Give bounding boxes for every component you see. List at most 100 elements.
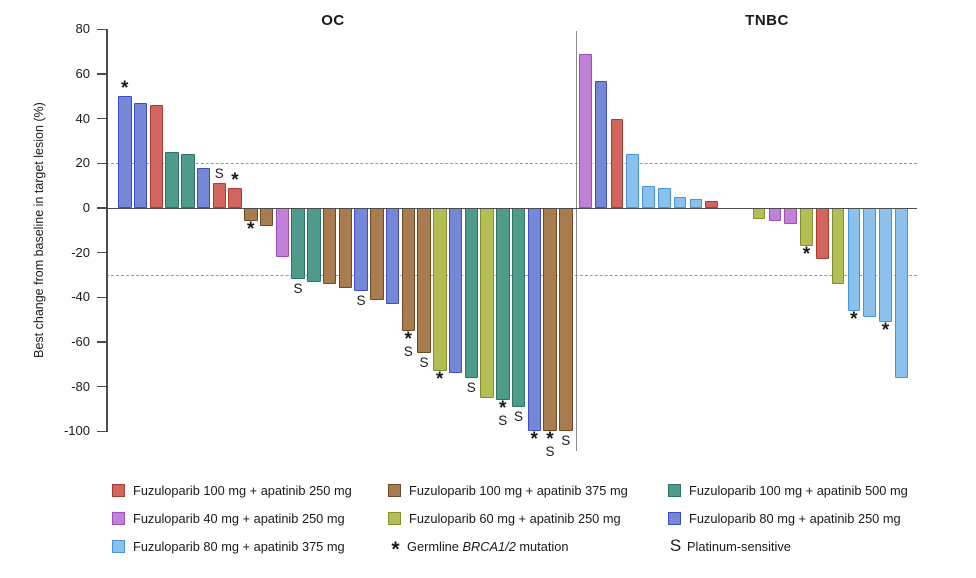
bar-tnbc-21: [895, 208, 908, 378]
brca-mutation-marker: *: [231, 169, 239, 191]
platinum-sensitive-marker: S: [356, 292, 366, 308]
bar-tnbc-6: [658, 187, 671, 208]
bar-tnbc-14: [784, 208, 797, 224]
bar-tnbc-20: [879, 208, 892, 322]
y-axis-tick-label: -100: [63, 423, 90, 439]
legend-swatch-fuzu60_apa250: [388, 511, 401, 525]
bar-oc-13: [307, 208, 321, 282]
platinum-sensitive-marker: S: [545, 444, 555, 460]
y-axis-tick-label: 40: [75, 110, 90, 126]
bar-marker-stack: S: [456, 379, 486, 395]
platinum-sensitive-marker: S: [403, 343, 413, 359]
bar-oc-18: [385, 208, 400, 305]
brca-mutation-marker: *: [121, 78, 129, 100]
bar-marker-stack: * S: [393, 330, 423, 359]
bar-tnbc-18: [847, 208, 861, 311]
legend-item-label: Fuzuloparib 40 mg + apatinib 250 mg: [133, 510, 345, 526]
bar-oc-25: [496, 208, 510, 401]
bar-oc-4: [165, 152, 179, 208]
brca-mutation-marker: *: [247, 219, 255, 241]
bar-marker-stack: *: [110, 78, 140, 100]
bar-marker-stack: * S: [535, 430, 565, 460]
brca-mutation-marker: *: [436, 369, 444, 391]
bar-marker-stack: S: [504, 408, 534, 424]
y-axis-tick-label: -60: [71, 333, 90, 349]
legend-item-fuzu80_apa250: Fuzuloparib 80 mg + apatinib 250 mg: [668, 510, 908, 526]
bar-marker-stack: S: [409, 356, 439, 370]
legend-swatch-fuzu80_apa375: [112, 539, 125, 553]
bar-oc-7: [212, 183, 226, 208]
bar-marker-stack: *: [870, 321, 900, 340]
brca-mutation-marker: *: [850, 308, 858, 330]
bar-tnbc-17: [831, 208, 845, 284]
legend-swatch-fuzu80_apa250: [668, 511, 681, 525]
bar-oc-21: [433, 208, 447, 372]
y-axis-tick-label: 60: [75, 66, 90, 81]
y-axis-tick-mark: [97, 251, 106, 254]
legend-item-label: Fuzuloparib 100 mg + apatinib 250 mg: [133, 482, 352, 498]
legend-item-label: Fuzuloparib 80 mg + apatinib 250 mg: [689, 510, 901, 526]
legend-item-label: Germline BRCA1/2 mutation: [407, 538, 569, 554]
platinum-sensitive-marker: S: [498, 413, 508, 429]
bar-oc-23: [464, 208, 478, 378]
waterfall-plot: Best change from baseline in target lesi…: [32, 12, 917, 460]
bar-oc-2: [133, 103, 148, 208]
legend-item-s: S Platinum-sensitive: [668, 537, 908, 554]
legend-item-label: Fuzuloparib 100 mg + apatinib 500 mg: [689, 482, 908, 498]
legend-swatch-fuzu100_apa500: [668, 483, 681, 497]
bar-marker-stack: S: [551, 434, 581, 448]
bar-oc-24: [480, 208, 494, 398]
legend-column-1: Fuzuloparib 100 mg + apatinib 250 mg Fuzu…: [112, 482, 352, 566]
y-axis-tick-label: 0: [82, 200, 90, 215]
legend-swatch-fuzu40_apa250: [112, 511, 125, 525]
platinum-sensitive-marker: S: [419, 355, 429, 371]
platinum-sensitive-marker: S: [466, 379, 476, 395]
bar-oc-16: [354, 208, 368, 291]
brca-mutation-marker: *: [802, 243, 811, 265]
y-axis-tick-mark: [97, 296, 106, 299]
platinum-sensitive-marker: S: [293, 281, 303, 297]
legend-swatch-fuzu100_apa375: [388, 483, 401, 497]
legend-item-fuzu100_apa375: Fuzuloparib 100 mg + apatinib 375 mg: [388, 482, 628, 498]
y-axis-tick-mark: [97, 162, 106, 165]
bar-tnbc-19: [863, 208, 876, 318]
bar-marker-stack: * S: [488, 399, 518, 429]
bar-tnbc-13: [768, 208, 782, 222]
y-axis-tick-label: -40: [71, 289, 90, 305]
platinum-sensitive-marker: S: [561, 433, 571, 449]
legend-item-label: Fuzuloparib 80 mg + apatinib 375 mg: [133, 538, 345, 554]
reference-line-20: [106, 163, 917, 165]
bar-tnbc-7: [673, 196, 687, 208]
panel-title-tnbc: TNBC: [745, 12, 789, 29]
bar-oc-12: [291, 208, 305, 280]
y-axis-tick-label: 80: [75, 21, 90, 37]
bar-oc-17: [370, 208, 384, 300]
legend-swatch-fuzu100_apa250: [112, 483, 125, 497]
y-axis-tick-mark: [97, 207, 106, 209]
y-axis-tick-mark: [97, 430, 106, 433]
bar-tnbc-12: [752, 208, 766, 220]
legend-item-label: Fuzuloparib 60 mg + apatinib 250 mg: [409, 510, 621, 526]
legend-column-3: Fuzuloparib 100 mg + apatinib 500 mg Fuzu…: [668, 482, 908, 566]
bar-oc-6: [196, 167, 211, 208]
bar-oc-5: [181, 154, 195, 208]
platinum-sensitive-marker: S: [513, 408, 523, 424]
legend-item-fuzu40_apa250: Fuzuloparib 40 mg + apatinib 250 mg: [112, 510, 352, 526]
bar-oc-8: [228, 187, 242, 208]
bar-tnbc-1: [579, 53, 592, 208]
legend-column-2: Fuzuloparib 100 mg + apatinib 375 mg Fuzu…: [388, 482, 628, 566]
bar-oc-14: [322, 208, 337, 284]
brca-mutation-marker: *: [530, 429, 538, 451]
bar-oc-10: [259, 208, 274, 226]
y-axis-label: Best change from baseline in target lesi…: [32, 102, 46, 358]
bar-tnbc-3: [610, 118, 624, 208]
bar-oc-20: [417, 208, 431, 354]
zero-baseline: [106, 207, 917, 210]
legend-item-fuzu100_apa500: Fuzuloparib 100 mg + apatinib 500 mg: [668, 482, 908, 498]
bar-marker-stack: *: [236, 219, 266, 241]
legend: Fuzuloparib 100 mg + apatinib 250 mg Fuzu…: [0, 482, 976, 572]
bar-oc-22: [448, 208, 463, 374]
y-axis-tick-mark: [97, 341, 106, 343]
legend-item-label: Fuzuloparib 100 mg + apatinib 375 mg: [409, 482, 628, 498]
